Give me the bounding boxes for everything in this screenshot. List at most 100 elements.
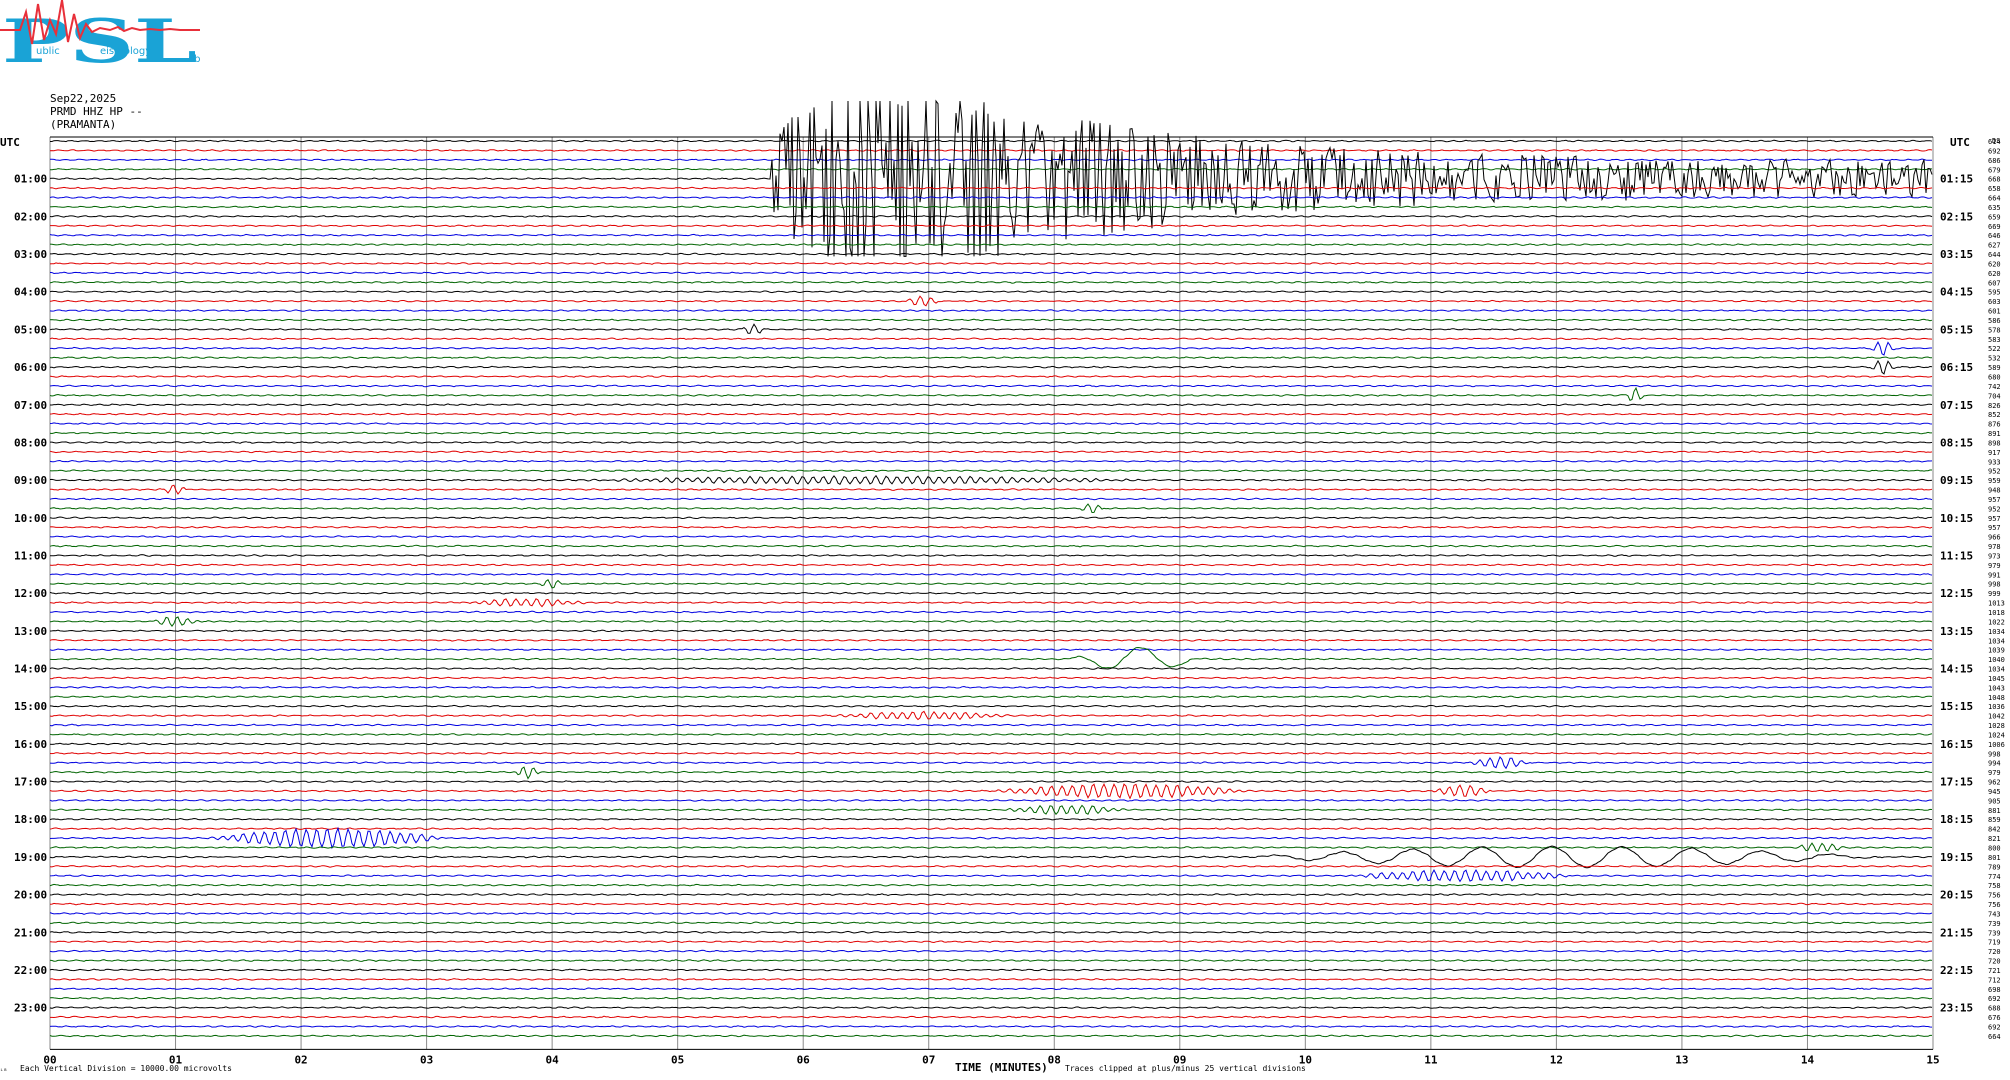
trace-mean-value: 668 [1988, 176, 2001, 184]
trace-row-40 [49, 516, 1933, 520]
trace-mean-value: 826 [1988, 402, 2001, 410]
trace-mean-value: 589 [1988, 364, 2001, 372]
trace-row-17 [49, 295, 1933, 307]
logo-letters: PSL [2, 7, 197, 72]
trace-mean-value: 905 [1988, 797, 2001, 805]
trace-row-19 [49, 318, 1933, 322]
trace-row-75 [49, 842, 1933, 852]
right-hour-label: 16:15 [1940, 738, 1973, 751]
trace-mean-value: 1028 [1988, 722, 2005, 730]
right-hour-label: 02:15 [1940, 210, 1973, 223]
x-tick-label: 10 [1299, 1053, 1312, 1066]
right-hour-label: 19:15 [1940, 851, 1973, 864]
trace-mean-value: 680 [1988, 374, 2001, 382]
corner-mark: DS [1992, 137, 2000, 145]
left-hour-label: 12:00 [14, 587, 47, 600]
trace-mean-value: 991 [1988, 571, 2001, 579]
trace-mean-value: 578 [1988, 326, 2001, 334]
trace-mean-value: 1018 [1988, 609, 2005, 617]
trace-row-78 [49, 868, 1933, 883]
left-hour-label: 08:00 [14, 436, 47, 449]
trace-mean-value: 676 [1988, 1014, 2001, 1022]
left-hour-label: 13:00 [14, 625, 47, 638]
logo-word-3: ab [188, 54, 200, 65]
trace-mean-value: 583 [1988, 336, 2001, 344]
trace-mean-value: 758 [1988, 882, 2001, 890]
trace-mean-value: 1048 [1988, 694, 2005, 702]
trace-mean-value: 973 [1988, 552, 2001, 560]
left-hour-label: 09:00 [14, 474, 47, 487]
right-hour-label: 13:15 [1940, 625, 1973, 638]
trace-row-35 [49, 469, 1932, 473]
left-hour-label: 05:00 [14, 323, 47, 336]
trace-mean-value: 756 [1988, 892, 2001, 900]
right-hour-label: 21:15 [1940, 926, 1973, 939]
left-hour-label: 18:00 [14, 813, 47, 826]
left-hour-label: 14:00 [14, 663, 47, 676]
trace-mean-value: 952 [1988, 468, 2001, 476]
trace-mean-value: 859 [1988, 816, 2001, 824]
trace-row-13 [49, 262, 1933, 265]
label-layer: 00 01 02 03 04 05 06 07 08 09 10 11 12 13 14 1561469268… [14, 138, 2005, 1066]
trace-row-84 [49, 930, 1932, 934]
trace-mean-value: 719 [1988, 939, 2001, 947]
trace-row-9 [50, 224, 1933, 228]
trace-mean-value: 1039 [1988, 647, 2005, 655]
right-hour-label: 18:15 [1940, 813, 1973, 826]
trace-mean-value: 586 [1988, 317, 2001, 325]
trace-mean-value: 532 [1988, 355, 2001, 363]
x-tick-label: 13 [1675, 1053, 1688, 1066]
x-tick-label: 04 [546, 1053, 560, 1066]
trace-layer [49, 99, 1933, 1038]
trace-mean-value: 658 [1988, 185, 2001, 193]
trace-row-44 [50, 554, 1933, 557]
trace-row-81 [49, 902, 1933, 906]
left-hour-label: 03:00 [14, 248, 47, 261]
trace-mean-value: 739 [1988, 920, 2001, 928]
trace-row-67 [49, 766, 1933, 780]
trace-row-49 [49, 598, 1933, 608]
trace-row-70 [49, 799, 1933, 802]
trace-row-57 [49, 676, 1933, 680]
trace-row-33 [49, 450, 1933, 454]
trace-mean-value: 1043 [1988, 684, 2005, 692]
trace-row-86 [49, 949, 1933, 953]
trace-mean-value: 891 [1988, 430, 2001, 438]
left-hour-label: 07:00 [14, 399, 47, 412]
trace-mean-value: 945 [1988, 788, 2001, 796]
left-hour-label: 10:00 [14, 512, 47, 525]
x-tick-label: 08 [1048, 1053, 1061, 1066]
trace-mean-value: 842 [1988, 826, 2001, 834]
left-hour-label: 06:00 [14, 361, 47, 374]
trace-row-23 [49, 356, 1932, 359]
left-hour-label: 20:00 [14, 889, 47, 902]
trace-row-31 [49, 431, 1932, 435]
trace-row-85 [49, 940, 1932, 944]
trace-mean-value: 603 [1988, 298, 2001, 306]
trace-row-5 [49, 186, 1933, 190]
trace-row-88 [49, 968, 1933, 972]
right-hour-label: 11:15 [1940, 549, 1973, 562]
x-tick-label: 00 [43, 1053, 56, 1066]
trace-mean-value: 881 [1988, 807, 2001, 815]
trace-mean-value: 998 [1988, 581, 2001, 589]
psl-logo: PSL ublic eismology ab [0, 0, 200, 72]
trace-row-32 [50, 441, 1933, 444]
trace-row-89 [49, 977, 1933, 981]
trace-mean-value: 1036 [1988, 703, 2005, 711]
trace-row-2 [49, 158, 1932, 162]
trace-mean-value: 644 [1988, 251, 2001, 259]
trace-row-53 [49, 638, 1933, 642]
right-hour-label: 04:15 [1940, 286, 1973, 299]
trace-mean-value: 948 [1988, 487, 2001, 495]
left-hour-label: 21:00 [14, 926, 47, 939]
trace-row-22 [50, 340, 1932, 356]
trace-mean-value: 664 [1988, 1033, 2001, 1041]
trace-mean-value: 679 [1988, 166, 2001, 174]
x-tick-label: 07 [922, 1053, 935, 1066]
left-hour-label: 04:00 [14, 286, 47, 299]
left-hour-label: 15:00 [14, 700, 47, 713]
trace-mean-value: 957 [1988, 524, 2001, 532]
trace-row-3 [49, 167, 1933, 171]
trace-row-29 [49, 412, 1933, 416]
